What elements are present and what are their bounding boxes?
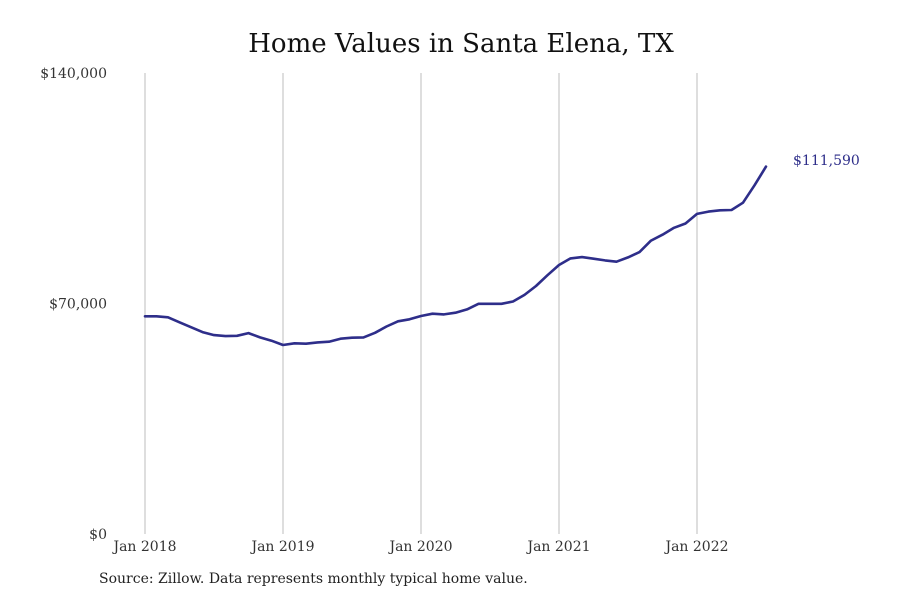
x-tick-label-2: Jan 2020 <box>387 539 452 555</box>
source-note: Source: Zillow. Data represents monthly … <box>99 571 528 587</box>
gridlines <box>144 73 698 534</box>
y-tick-label-2: $140,000 <box>40 66 107 82</box>
x-tick-label-1: Jan 2019 <box>249 539 314 555</box>
series-line <box>143 165 768 347</box>
x-tick-label-3: Jan 2021 <box>525 539 590 555</box>
x-axis-ticks: Jan 2018 Jan 2019 Jan 2020 Jan 2021 Jan 2022 <box>111 539 728 555</box>
y-tick-label-0: $0 <box>89 527 107 543</box>
y-axis-ticks: $0 $70,000 $140,000 <box>40 66 107 543</box>
end-value-label: $111,590 <box>793 153 860 169</box>
y-tick-label-1: $70,000 <box>49 297 107 313</box>
chart-title: Home Values in Santa Elena, TX <box>248 29 674 59</box>
x-tick-label-4: Jan 2022 <box>663 539 728 555</box>
x-tick-label-0: Jan 2018 <box>111 539 176 555</box>
